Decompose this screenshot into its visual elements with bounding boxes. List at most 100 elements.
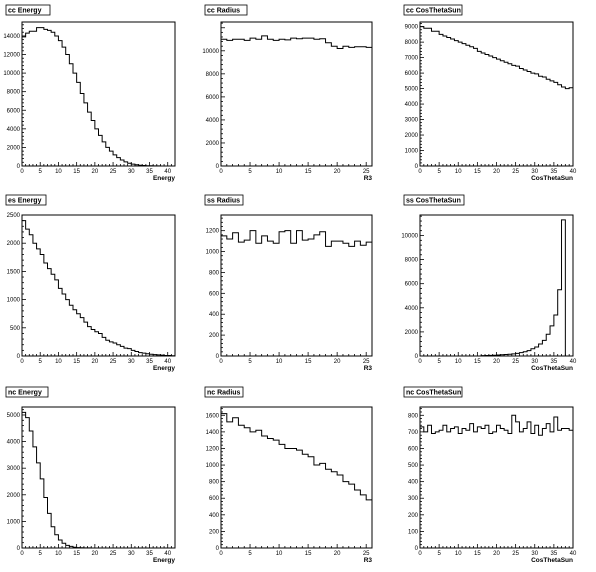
- title-box: [5, 4, 51, 16]
- chart-title: cc CosThetaSun: [406, 8, 461, 15]
- y-tick-label: 1200: [206, 229, 220, 235]
- chart-title: nc CosThetaSun: [406, 390, 461, 397]
- y-tick-label: 600: [408, 446, 419, 452]
- x-axis-label: R3: [364, 365, 373, 372]
- x-tick-label: 20: [92, 169, 99, 175]
- histogram-panel: cc CosThetaSun 0 5 10 15 20 25 30 35 40 0 1000 2000 3…: [403, 4, 577, 182]
- x-tick-label: 0: [20, 551, 24, 557]
- plot-frame: [220, 21, 373, 167]
- x-axis-label: R3: [364, 557, 373, 564]
- x-tick-label: 5: [248, 551, 252, 557]
- plot-frame: [419, 214, 574, 357]
- y-tick-label: 500: [408, 463, 419, 469]
- y-tick-label: 0: [216, 354, 220, 360]
- y-tick-label: 1000: [7, 298, 21, 304]
- plot-frame: [21, 21, 176, 167]
- x-tick-label: 25: [110, 169, 117, 175]
- x-tick-label: 15: [305, 359, 312, 365]
- x-tick-label: 5: [248, 169, 252, 175]
- chart-title: nc Radius: [207, 390, 241, 397]
- y-tick-label: 0: [415, 546, 419, 552]
- y-tick-label: 500: [10, 326, 21, 332]
- x-tick-label: 5: [39, 551, 43, 557]
- title-box: [5, 194, 47, 206]
- x-tick-label: 0: [20, 169, 24, 175]
- histogram-series: [21, 27, 176, 167]
- y-tick-label: 4000: [206, 118, 220, 124]
- title-box: [204, 4, 248, 16]
- histogram-series: [21, 220, 176, 357]
- x-tick-label: 40: [164, 169, 171, 175]
- y-tick-label: 2000: [7, 493, 21, 499]
- x-tick-label: 10: [55, 359, 62, 365]
- y-tick-label: 2000: [405, 133, 419, 139]
- histogram-series: [21, 411, 175, 549]
- x-tick-label: 10: [55, 169, 62, 175]
- y-tick-label: 200: [209, 333, 220, 339]
- chart-title: ss CosThetaSun: [406, 198, 461, 205]
- x-axis-label: CosThetaSun: [531, 175, 573, 182]
- y-tick-label: 2000: [405, 330, 419, 336]
- y-tick-label: 2500: [7, 213, 21, 219]
- x-tick-label: 25: [512, 359, 519, 365]
- histogram-panel: cc Radius 0 5 10 15 20 25 0 2000 4000 6000 8000 1000…: [202, 4, 373, 182]
- x-tick-label: 5: [437, 359, 441, 365]
- y-tick-label: 1000: [206, 463, 220, 469]
- x-tick-label: 0: [219, 359, 223, 365]
- histogram-panel: es Energy 0 5 10 15 20 25 30 35 40 0 500 1000 1500 200…: [5, 194, 176, 372]
- histogram-series: [220, 413, 373, 548]
- title-box: [5, 386, 49, 398]
- y-tick-label: 14000: [3, 34, 20, 40]
- y-tick-label: 600: [209, 291, 220, 297]
- x-tick-label: 0: [418, 551, 422, 557]
- chart-title: cc Radius: [207, 8, 240, 15]
- plot-frame: [220, 406, 373, 549]
- x-tick-label: 20: [334, 551, 341, 557]
- y-tick-label: 3000: [405, 118, 419, 124]
- y-tick-label: 6000: [206, 95, 220, 101]
- y-tick-label: 1600: [206, 413, 220, 419]
- x-tick-label: 10: [276, 169, 283, 175]
- x-tick-label: 30: [531, 169, 538, 175]
- x-tick-label: 10: [276, 551, 283, 557]
- y-tick-label: 8000: [405, 258, 419, 264]
- y-tick-label: 1400: [206, 430, 220, 436]
- x-tick-label: 15: [73, 169, 80, 175]
- x-tick-label: 30: [128, 551, 135, 557]
- y-tick-label: 1500: [7, 269, 21, 275]
- y-tick-label: 6000: [405, 282, 419, 288]
- x-tick-label: 15: [305, 551, 312, 557]
- x-tick-label: 30: [531, 359, 538, 365]
- y-tick-label: 2000: [206, 141, 220, 147]
- y-tick-label: 0: [216, 546, 220, 552]
- y-tick-label: 400: [408, 480, 419, 486]
- chart-title: cc Energy: [8, 8, 42, 15]
- x-axis-label: CosThetaSun: [531, 557, 573, 564]
- y-tick-label: 8000: [206, 72, 220, 78]
- x-tick-label: 5: [437, 169, 441, 175]
- histogram-series: [420, 219, 573, 357]
- y-tick-label: 9000: [405, 25, 419, 31]
- y-tick-label: 1000: [7, 519, 21, 525]
- x-tick-label: 15: [474, 551, 481, 557]
- x-axis-label: R3: [364, 175, 373, 182]
- y-tick-label: 2000: [7, 241, 21, 247]
- x-tick-label: 30: [128, 359, 135, 365]
- x-tick-label: 20: [92, 551, 99, 557]
- y-tick-label: 800: [209, 270, 220, 276]
- x-tick-label: 20: [493, 551, 500, 557]
- x-tick-label: 10: [276, 359, 283, 365]
- x-tick-label: 0: [418, 359, 422, 365]
- y-tick-label: 4000: [405, 102, 419, 108]
- x-tick-label: 35: [551, 169, 558, 175]
- title-box: [403, 194, 465, 206]
- y-tick-label: 800: [209, 480, 220, 486]
- y-tick-label: 8000: [7, 90, 21, 96]
- x-tick-label: 20: [493, 359, 500, 365]
- x-tick-label: 25: [110, 359, 117, 365]
- x-tick-label: 5: [39, 169, 43, 175]
- y-tick-label: 100: [408, 529, 419, 535]
- x-tick-label: 0: [219, 551, 223, 557]
- x-tick-label: 25: [363, 359, 370, 365]
